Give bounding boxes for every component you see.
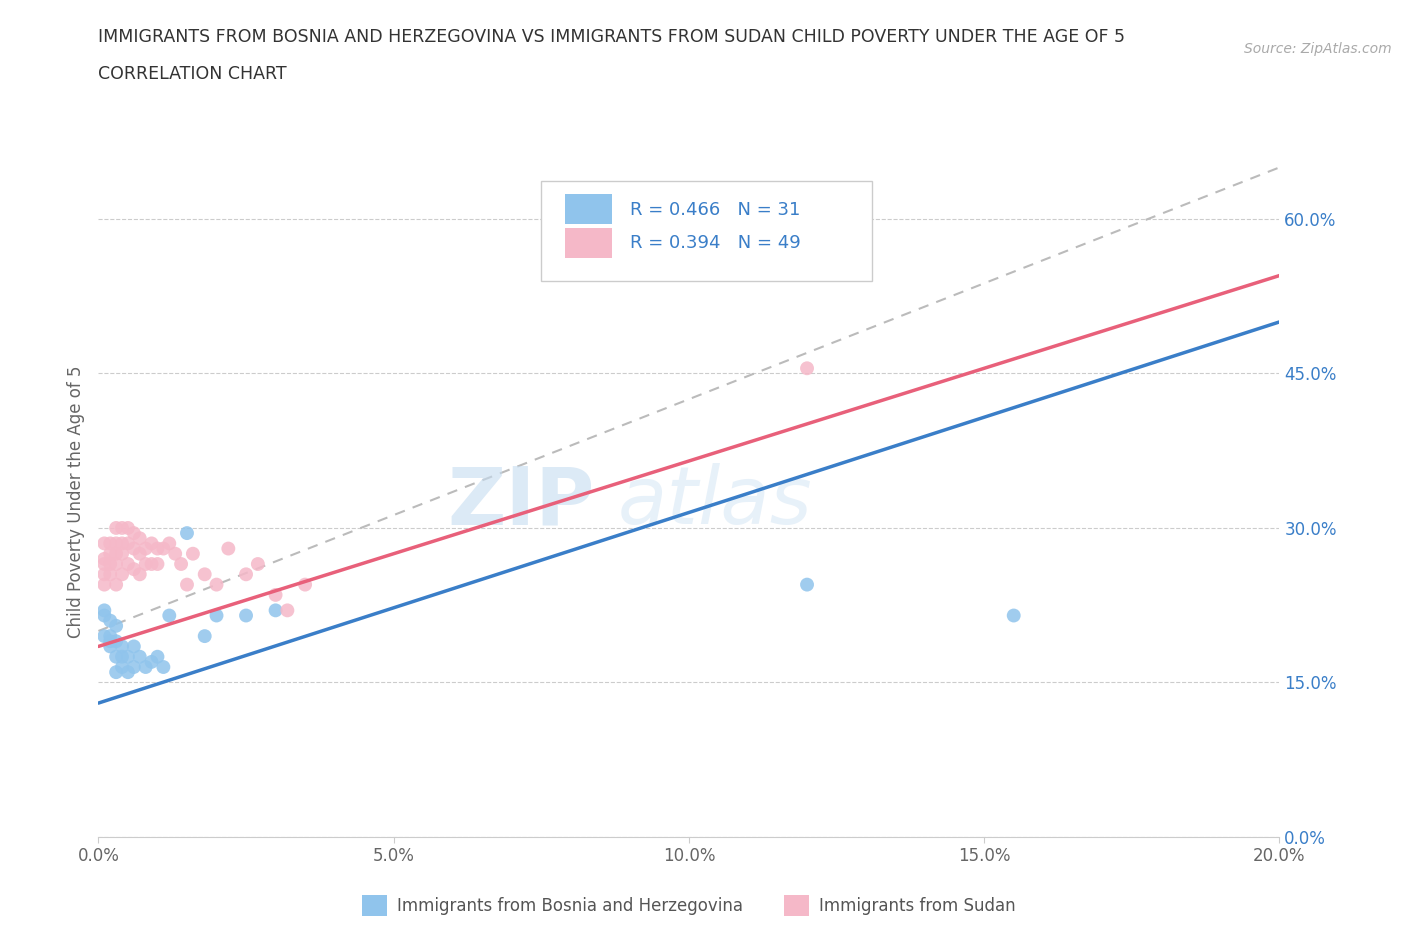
Point (93, 551, 115, 566)
Y-axis label: Child Poverty Under the Age of 5: Child Poverty Under the Age of 5 (66, 365, 84, 639)
Point (141, 556, 163, 571)
Point (93, 567, 115, 582)
Point (276, 603, 298, 618)
Text: Source: ZipAtlas.com: Source: ZipAtlas.com (1244, 42, 1392, 56)
Legend: Immigrants from Bosnia and Herzegovina, Immigrants from Sudan: Immigrants from Bosnia and Herzegovina, … (356, 889, 1022, 923)
Point (111, 659, 134, 674)
Point (122, 562, 145, 577)
Point (111, 567, 134, 582)
Point (98, 629, 121, 644)
Text: atlas: atlas (619, 463, 813, 541)
Point (128, 546, 150, 561)
FancyBboxPatch shape (565, 228, 612, 258)
Point (98, 567, 121, 582)
Text: IMMIGRANTS FROM BOSNIA AND HERZEGOVINA VS IMMIGRANTS FROM SUDAN CHILD POVERTY UN: IMMIGRANTS FROM BOSNIA AND HERZEGOVINA V… (98, 28, 1125, 46)
Point (157, 608, 180, 623)
Point (135, 541, 157, 556)
Text: R = 0.466   N = 31: R = 0.466 N = 31 (630, 201, 800, 219)
Point (181, 546, 204, 561)
Point (93, 603, 115, 618)
Point (93, 578, 115, 592)
Point (235, 608, 257, 623)
FancyBboxPatch shape (565, 194, 612, 224)
Point (135, 659, 157, 674)
Point (141, 536, 163, 551)
Point (205, 578, 228, 592)
Text: R = 0.394   N = 49: R = 0.394 N = 49 (630, 234, 800, 252)
Point (157, 536, 180, 551)
Point (98, 613, 121, 628)
Point (146, 556, 169, 571)
Point (135, 556, 157, 571)
FancyBboxPatch shape (541, 180, 872, 281)
Point (93, 536, 115, 551)
Point (146, 649, 169, 664)
Point (105, 556, 128, 571)
Point (117, 665, 139, 680)
Point (105, 521, 128, 536)
Point (105, 634, 128, 649)
Point (105, 546, 128, 561)
Point (93, 556, 115, 571)
Point (122, 659, 145, 674)
Point (111, 521, 134, 536)
Point (128, 649, 150, 664)
Point (122, 541, 145, 556)
Point (105, 618, 128, 633)
Point (264, 588, 287, 603)
Point (152, 541, 174, 556)
Point (98, 634, 121, 649)
Point (105, 578, 128, 592)
Point (264, 603, 287, 618)
Point (176, 578, 198, 592)
Point (98, 639, 121, 654)
Point (98, 536, 121, 551)
Point (93, 629, 115, 644)
Point (128, 567, 150, 582)
Point (217, 541, 239, 556)
Text: CORRELATION CHART: CORRELATION CHART (98, 65, 287, 83)
Point (205, 608, 228, 623)
Point (176, 525, 198, 540)
Point (165, 546, 187, 561)
Point (246, 556, 269, 571)
Point (111, 536, 134, 551)
Point (105, 536, 128, 551)
Point (111, 649, 134, 664)
Point (170, 556, 193, 571)
Point (141, 655, 163, 670)
Point (678, 247, 700, 262)
Point (235, 567, 257, 582)
Point (1002, 608, 1025, 623)
Point (796, 578, 818, 592)
Point (117, 649, 139, 664)
Point (194, 629, 217, 644)
Point (93, 608, 115, 623)
Point (98, 556, 121, 571)
Point (111, 639, 134, 654)
Point (105, 649, 128, 664)
Point (122, 525, 145, 540)
Point (117, 536, 139, 551)
Point (117, 521, 139, 536)
Point (117, 556, 139, 571)
Point (146, 541, 169, 556)
Point (796, 361, 818, 376)
Point (128, 531, 150, 546)
Text: ZIP: ZIP (447, 463, 595, 541)
Point (105, 665, 128, 680)
Point (98, 546, 121, 561)
Point (122, 639, 145, 654)
Point (152, 659, 174, 674)
Point (111, 546, 134, 561)
Point (194, 567, 217, 582)
Point (294, 578, 316, 592)
